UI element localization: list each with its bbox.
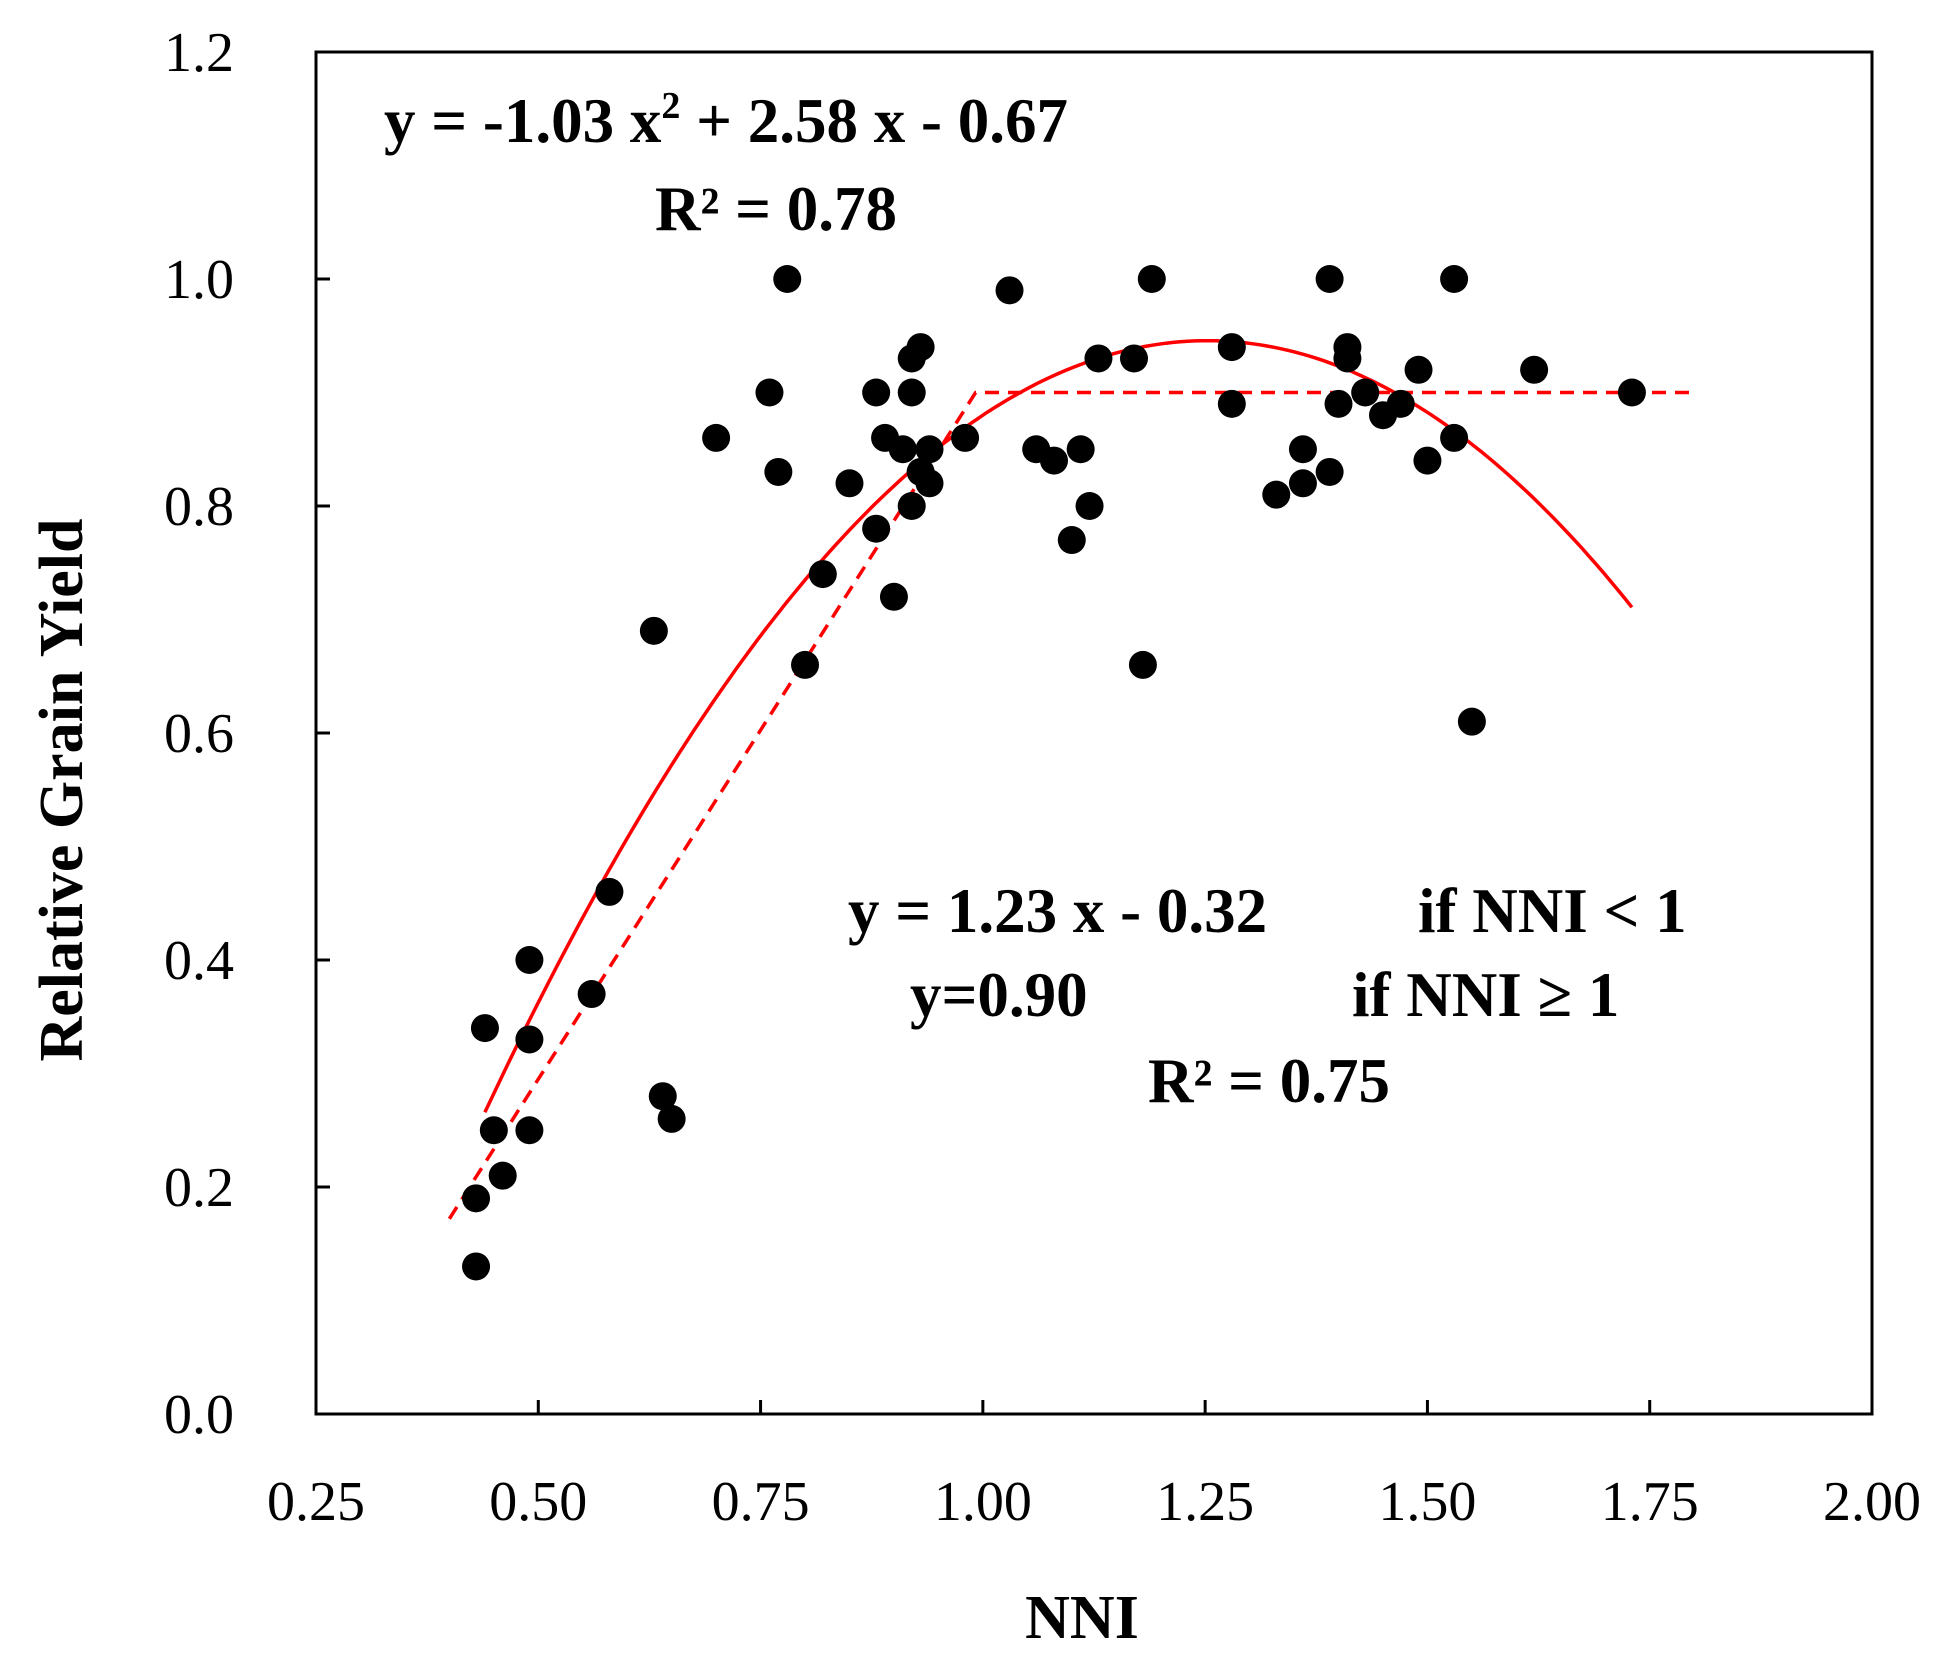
data-point xyxy=(897,378,926,407)
data-point xyxy=(702,423,731,452)
data-point xyxy=(764,457,793,486)
linear-plateau-equation-2: y=0.90 xyxy=(910,960,1088,1030)
data-point xyxy=(515,946,544,974)
quadratic-equation: y = -1.03 x2 + 2.58 x - 0.67 xyxy=(384,85,1068,156)
quadratic-equation-superscript: 2 xyxy=(661,85,680,127)
data-point xyxy=(888,435,917,464)
data-point xyxy=(1404,355,1433,384)
y-tick-label: 1.2 xyxy=(164,22,234,84)
data-point xyxy=(488,1161,517,1190)
data-point xyxy=(915,435,944,464)
data-point xyxy=(862,378,891,407)
data-point xyxy=(1315,265,1344,293)
data-point xyxy=(595,877,624,906)
linear-plateau-condition-1: if NNI < 1 xyxy=(1418,876,1687,946)
data-point xyxy=(648,1082,677,1111)
linear-plateau-fit-line xyxy=(447,390,1695,1220)
data-point xyxy=(1333,333,1362,362)
data-point xyxy=(835,469,864,498)
data-point xyxy=(1315,457,1344,486)
quadratic-equation-suffix: + 2.58 x - 0.67 xyxy=(680,86,1068,156)
data-point xyxy=(479,1116,508,1145)
data-point xyxy=(515,1025,544,1054)
data-point xyxy=(1351,378,1380,407)
linear-plateau-equation-1: y = 1.23 x - 0.32 xyxy=(848,876,1267,946)
data-point xyxy=(1440,423,1469,452)
data-point xyxy=(1440,265,1469,293)
x-tick-label: 0.50 xyxy=(489,1471,587,1533)
linear-plateau-r-squared: R² = 0.75 xyxy=(1148,1046,1390,1116)
data-point xyxy=(1217,389,1246,418)
data-point xyxy=(862,514,891,543)
data-point xyxy=(462,1184,491,1213)
data-point xyxy=(995,276,1024,305)
data-point xyxy=(897,492,926,520)
data-point xyxy=(1120,344,1149,373)
quadratic-r-squared: R² = 0.78 xyxy=(655,174,897,244)
linear-plateau-condition-2: if NNI ≥ 1 xyxy=(1352,960,1619,1030)
y-tick-label: 0.0 xyxy=(164,1384,234,1446)
fit-lines xyxy=(447,338,1695,1220)
data-point xyxy=(879,582,908,611)
x-tick-label: 1.50 xyxy=(1378,1471,1476,1533)
data-point xyxy=(1288,435,1317,464)
data-point xyxy=(951,423,980,452)
x-tick-label: 1.25 xyxy=(1156,1471,1254,1533)
data-point xyxy=(1386,389,1415,418)
plot-area-frame xyxy=(314,50,1874,1416)
data-point xyxy=(1217,333,1246,362)
axis-ticks: 0.25 0.50 0.75 1.00 1.25 1.50 1.75 2.00 0.0 0.2 0.… xyxy=(164,22,1921,1533)
y-tick-label: 1.0 xyxy=(164,249,234,311)
data-points xyxy=(462,265,1646,1281)
x-tick-label: 0.75 xyxy=(712,1471,810,1533)
x-tick-label: 1.00 xyxy=(934,1471,1032,1533)
data-point xyxy=(1066,435,1095,464)
data-point xyxy=(755,378,784,407)
quadratic-equation-prefix: y = -1.03 x xyxy=(384,86,662,156)
data-point xyxy=(808,560,837,589)
data-point xyxy=(1617,378,1646,407)
data-point xyxy=(462,1252,491,1281)
data-point xyxy=(1084,344,1113,373)
x-tick-label: 1.75 xyxy=(1601,1471,1699,1533)
data-point xyxy=(1039,446,1068,475)
data-point xyxy=(515,1116,544,1145)
data-point xyxy=(1128,650,1157,679)
data-point xyxy=(791,650,820,679)
data-point xyxy=(773,265,802,293)
y-tick-label: 0.4 xyxy=(164,930,234,992)
quadratic-fit-line xyxy=(483,338,1634,1114)
y-tick-label: 0.6 xyxy=(164,703,234,765)
data-point xyxy=(915,469,944,498)
x-tick-label: 0.25 xyxy=(267,1471,365,1533)
y-axis-title: Relative Grain Yield xyxy=(28,519,96,1062)
data-point xyxy=(1520,355,1549,384)
data-point xyxy=(470,1014,499,1043)
data-point xyxy=(1057,526,1086,555)
data-point xyxy=(657,1104,686,1133)
y-tick-label: 0.8 xyxy=(164,476,234,538)
y-tick-label: 0.2 xyxy=(164,1157,234,1219)
data-point xyxy=(1288,469,1317,498)
data-point xyxy=(1075,492,1104,520)
data-point xyxy=(1413,446,1442,475)
x-axis-title: NNI xyxy=(1025,1584,1139,1652)
x-tick-label: 2.00 xyxy=(1823,1471,1921,1533)
data-point xyxy=(1324,389,1353,418)
data-point xyxy=(906,333,935,362)
data-point xyxy=(1457,707,1486,736)
data-point xyxy=(1137,265,1166,293)
data-point xyxy=(639,616,668,645)
data-point xyxy=(1262,480,1291,509)
data-point xyxy=(577,980,606,1009)
